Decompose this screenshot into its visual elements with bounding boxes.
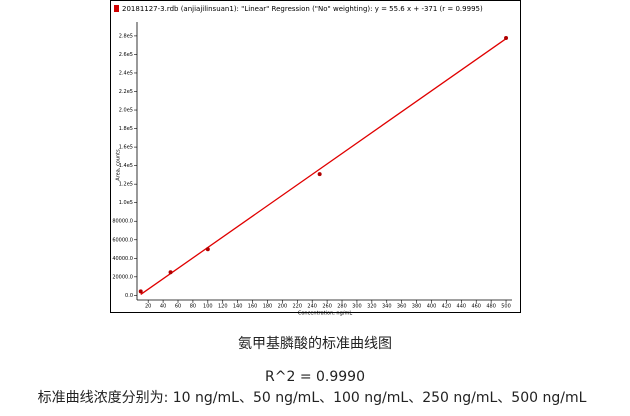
data-point (168, 270, 173, 275)
y-tick-label: 0.0 (125, 293, 133, 299)
x-tick-label: 180 (263, 304, 273, 310)
x-tick-label: 60 (175, 304, 181, 310)
x-tick-label: 300 (352, 304, 362, 310)
data-point (504, 35, 509, 40)
y-tick-label: 2.6e5 (119, 52, 133, 58)
caption-note: 标准曲线浓度分别为: 10 ng/mL、50 ng/mL、100 ng/mL、2… (38, 390, 587, 406)
fit-line (140, 38, 507, 295)
y-tick-label: 2.4e5 (119, 70, 133, 76)
x-tick-label: 460 (471, 304, 481, 310)
data-point (205, 247, 210, 252)
x-tick-label: 140 (233, 304, 243, 310)
x-tick-label: 440 (457, 304, 467, 310)
y-tick-label: 2.2e5 (119, 89, 133, 95)
x-tick-label: 420 (442, 304, 452, 310)
x-tick-label: 500 (501, 304, 511, 310)
x-tick-label: 260 (322, 304, 332, 310)
x-tick-label: 340 (382, 304, 392, 310)
x-tick-label: 20 (145, 304, 151, 310)
y-axis-label: Area, counts (116, 149, 122, 181)
caption-title: 氨甲基膦酸的标准曲线图 (238, 335, 392, 352)
chart-frame (110, 0, 521, 313)
x-tick-label: 360 (397, 304, 407, 310)
x-axis-label: Concentration, ng/mL (298, 311, 352, 317)
y-tick-label: 1.0e5 (119, 200, 133, 206)
legend-swatch (114, 5, 119, 12)
caption-r-squared: R^2 = 0.9990 (265, 369, 365, 385)
data-point (138, 289, 143, 294)
x-tick-label: 220 (293, 304, 303, 310)
x-tick-label: 280 (337, 304, 347, 310)
data-point (317, 172, 322, 177)
y-tick-label: 40000.0 (112, 256, 133, 262)
y-tick-label: 2.0e5 (119, 108, 133, 114)
x-tick-label: 200 (278, 304, 288, 310)
y-tick-label: 1.8e5 (119, 126, 133, 132)
y-tick-label: 1.4e5 (119, 163, 133, 169)
y-tick-label: 1.6e5 (119, 145, 133, 151)
y-tick-label: 1.2e5 (119, 182, 133, 188)
y-tick-label: 20000.0 (112, 274, 133, 280)
x-tick-label: 120 (218, 304, 228, 310)
legend-label: 20181127-3.rdb (anjiajilinsuan1): "Linea… (122, 5, 483, 13)
y-tick-label: 80000.0 (112, 219, 133, 225)
x-tick-label: 400 (427, 304, 437, 310)
x-tick-label: 480 (486, 304, 496, 310)
y-tick-label: 60000.0 (112, 237, 133, 243)
x-tick-label: 380 (412, 304, 422, 310)
x-tick-label: 160 (248, 304, 258, 310)
x-tick-label: 240 (307, 304, 317, 310)
x-tick-label: 320 (367, 304, 377, 310)
x-tick-label: 100 (203, 304, 213, 310)
y-tick-label: 2.8e5 (119, 33, 133, 39)
x-tick-label: 80 (190, 304, 196, 310)
x-tick-label: 40 (160, 304, 166, 310)
